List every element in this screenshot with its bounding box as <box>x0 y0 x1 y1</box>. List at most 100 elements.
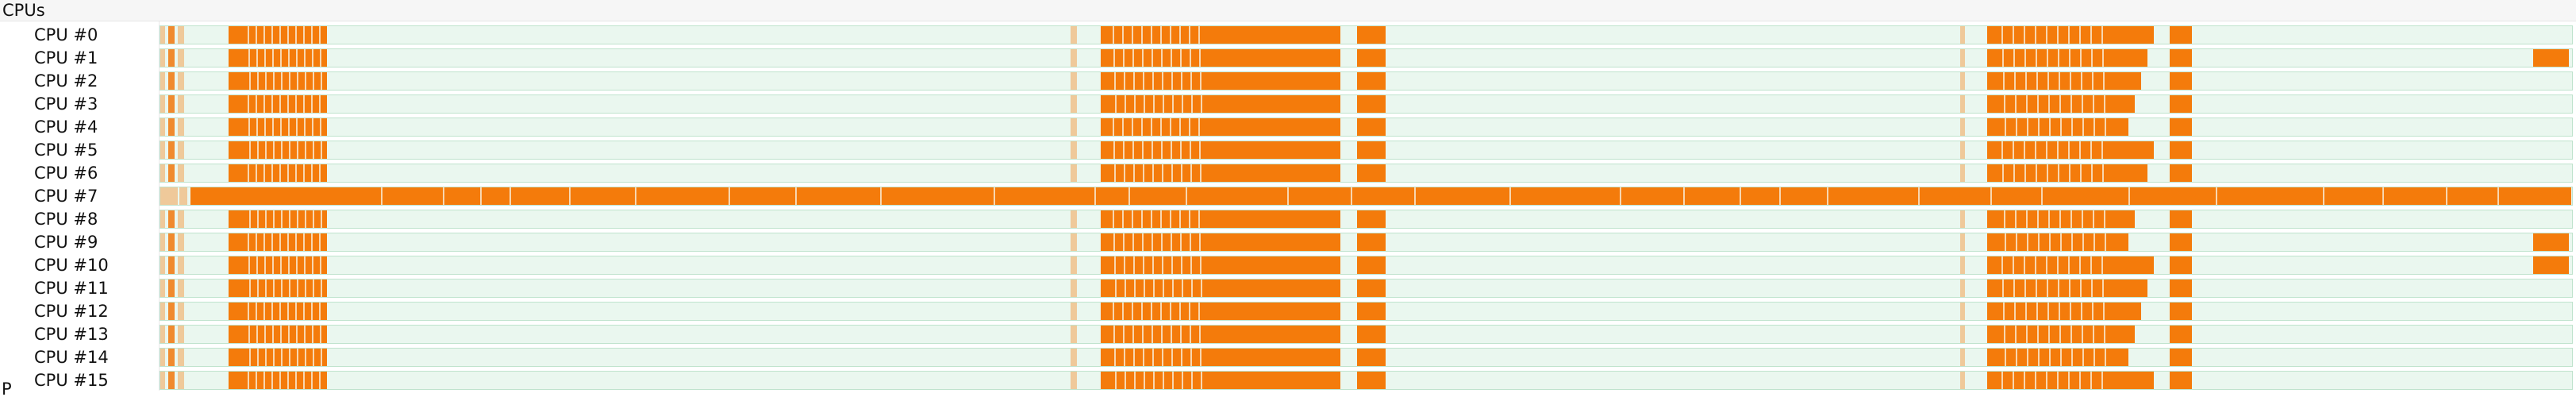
cpu-activity-segment[interactable] <box>1987 210 2135 228</box>
cpu-activity-segment[interactable] <box>2170 233 2192 251</box>
cpu-activity-segment[interactable] <box>229 256 327 274</box>
cpu-activity-segment[interactable] <box>1357 141 1386 159</box>
cpu-activity-segment[interactable] <box>2170 95 2192 113</box>
cpu-activity-segment[interactable] <box>2170 256 2192 274</box>
cpu-activity-segment[interactable] <box>1960 326 1965 343</box>
cpu-activity-segment[interactable] <box>2170 26 2192 44</box>
cpu-activity-segment[interactable] <box>168 256 175 274</box>
cpu-activity-segment[interactable] <box>2170 118 2192 136</box>
cpu-track-row[interactable]: CPU #12 <box>0 300 2576 323</box>
cpu-activity-track[interactable] <box>160 25 2573 44</box>
cpu-activity-segment[interactable] <box>2533 233 2569 251</box>
cpu-activity-segment[interactable] <box>1357 118 1386 136</box>
cpu-activity-segment[interactable] <box>1071 164 1077 182</box>
cpu-activity-segment[interactable] <box>1071 303 1077 320</box>
cpu-activity-segment[interactable] <box>1987 141 2154 159</box>
cpu-activity-segment[interactable] <box>1101 326 1340 343</box>
cpu-activity-segment[interactable] <box>1357 95 1386 113</box>
cpu-activity-segment[interactable] <box>1357 49 1386 67</box>
cpu-activity-segment[interactable] <box>2170 372 2192 389</box>
cpu-activity-segment[interactable] <box>178 256 184 274</box>
cpu-activity-segment[interactable] <box>178 349 184 366</box>
cpu-activity-segment[interactable] <box>1071 49 1077 67</box>
cpu-activity-segment[interactable] <box>160 326 165 343</box>
cpu-activity-segment[interactable] <box>1960 279 1965 297</box>
cpu-activity-segment[interactable] <box>160 49 165 67</box>
cpu-activity-track[interactable] <box>160 187 2573 206</box>
cpu-activity-segment[interactable] <box>1357 279 1386 297</box>
cpu-activity-segment[interactable] <box>178 233 184 251</box>
cpu-activity-segment[interactable] <box>160 141 165 159</box>
cpu-activity-segment[interactable] <box>1960 349 1965 366</box>
cpu-activity-segment[interactable] <box>1071 118 1077 136</box>
cpu-activity-segment[interactable] <box>2170 72 2192 90</box>
cpu-track-row[interactable]: CPU #11 <box>0 277 2576 300</box>
cpu-activity-segment[interactable] <box>229 118 327 136</box>
cpu-activity-segment[interactable] <box>168 95 175 113</box>
cpu-activity-segment[interactable] <box>1987 164 2147 182</box>
cpu-activity-segment[interactable] <box>1357 372 1386 389</box>
cpu-activity-track[interactable] <box>160 48 2573 67</box>
cpu-activity-segment[interactable] <box>168 72 175 90</box>
cpu-activity-segment[interactable] <box>1960 72 1965 90</box>
cpu-activity-segment[interactable] <box>229 26 327 44</box>
cpu-activity-track[interactable] <box>160 210 2573 229</box>
cpu-activity-segment[interactable] <box>229 210 327 228</box>
cpu-activity-segment[interactable] <box>168 303 175 320</box>
cpu-activity-segment[interactable] <box>168 349 175 366</box>
cpu-activity-segment[interactable] <box>1987 303 2141 320</box>
next-section-header[interactable]: P <box>0 380 2576 397</box>
cpu-activity-segment[interactable] <box>229 349 327 366</box>
cpu-activity-track[interactable] <box>160 141 2573 160</box>
cpu-activity-segment[interactable] <box>1960 256 1965 274</box>
cpu-activity-track[interactable] <box>160 325 2573 344</box>
cpu-activity-segment[interactable] <box>2533 256 2569 274</box>
cpu-activity-segment[interactable] <box>1960 303 1965 320</box>
cpu-activity-segment[interactable] <box>2170 326 2192 343</box>
cpu-activity-segment[interactable] <box>1101 303 1340 320</box>
cpu-activity-segment[interactable] <box>1960 164 1965 182</box>
cpu-activity-segment[interactable] <box>1071 372 1077 389</box>
cpu-activity-segment[interactable] <box>1357 326 1386 343</box>
cpu-activity-segment[interactable] <box>2170 141 2192 159</box>
cpu-track-row[interactable]: CPU #2 <box>0 70 2576 93</box>
cpu-activity-track[interactable] <box>160 371 2573 390</box>
cpu-activity-segment[interactable] <box>178 72 184 90</box>
cpu-activity-segment[interactable] <box>1101 210 1340 228</box>
cpu-activity-segment[interactable] <box>168 49 175 67</box>
cpu-activity-segment[interactable] <box>160 187 178 205</box>
cpu-activity-segment[interactable] <box>1357 233 1386 251</box>
cpu-activity-segment[interactable] <box>1071 233 1077 251</box>
cpu-activity-segment[interactable] <box>1960 26 1965 44</box>
cpu-activity-segment[interactable] <box>2170 279 2192 297</box>
cpu-activity-segment[interactable] <box>168 372 175 389</box>
cpu-activity-segment[interactable] <box>178 26 184 44</box>
cpu-track-row[interactable]: CPU #9 <box>0 231 2576 254</box>
cpu-activity-segment[interactable] <box>168 210 175 228</box>
cpu-activity-segment[interactable] <box>2533 49 2569 67</box>
cpu-activity-segment[interactable] <box>1101 164 1340 182</box>
cpu-activity-segment[interactable] <box>160 372 165 389</box>
cpu-activity-segment[interactable] <box>1960 372 1965 389</box>
cpu-activity-segment[interactable] <box>229 141 327 159</box>
cpu-activity-segment[interactable] <box>2170 303 2192 320</box>
cpu-activity-segment[interactable] <box>229 279 327 297</box>
cpu-activity-segment[interactable] <box>229 72 327 90</box>
cpu-track-row[interactable]: CPU #0 <box>0 24 2576 47</box>
cpu-activity-track[interactable] <box>160 94 2573 114</box>
cpu-track-row[interactable]: CPU #3 <box>0 93 2576 116</box>
cpu-activity-segment[interactable] <box>160 72 165 90</box>
cpu-activity-segment[interactable] <box>178 49 184 67</box>
cpu-activity-segment[interactable] <box>160 210 165 228</box>
cpu-activity-segment[interactable] <box>1071 326 1077 343</box>
cpu-activity-segment[interactable] <box>1101 141 1340 159</box>
cpu-activity-segment[interactable] <box>178 141 184 159</box>
cpu-activity-segment[interactable] <box>190 187 2571 205</box>
cpu-activity-segment[interactable] <box>1101 118 1340 136</box>
cpu-activity-segment[interactable] <box>229 164 327 182</box>
cpu-activity-segment[interactable] <box>229 233 327 251</box>
cpu-activity-segment[interactable] <box>1960 141 1965 159</box>
cpu-activity-track[interactable] <box>160 164 2573 183</box>
cpu-activity-segment[interactable] <box>1101 72 1340 90</box>
cpu-activity-segment[interactable] <box>168 279 175 297</box>
